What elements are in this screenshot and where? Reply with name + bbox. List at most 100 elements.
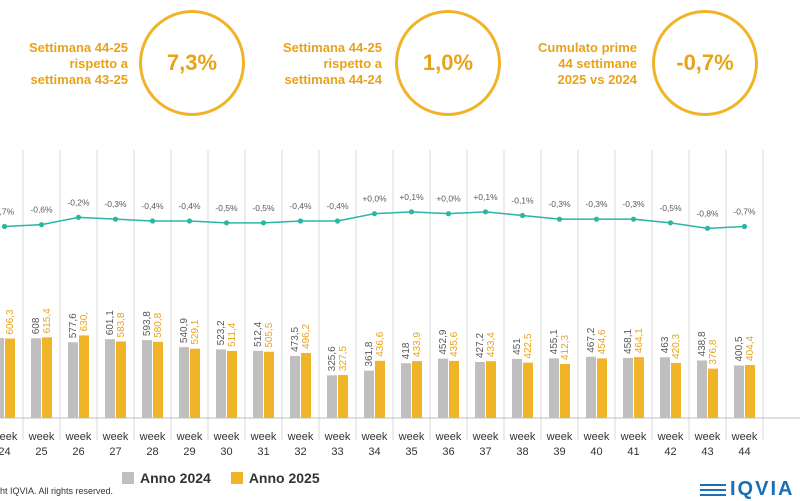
x-tick-label: 24 xyxy=(0,446,11,458)
bar-2025 xyxy=(560,363,570,418)
kpi-3-label-line-1: Cumulato prime xyxy=(538,40,637,55)
variation-point xyxy=(38,222,45,228)
kpi-2-label: Settimana 44-25 rispetto a settimana 44-… xyxy=(232,40,382,88)
x-tick-label: week xyxy=(620,431,647,443)
x-tick-label: 28 xyxy=(146,446,158,458)
bar-2025 xyxy=(523,362,533,418)
x-tick-label: 44 xyxy=(738,446,750,458)
x-tick-label: week xyxy=(731,431,758,443)
x-tick-label: 40 xyxy=(590,446,602,458)
variation-point xyxy=(223,220,230,226)
x-tick-label: week xyxy=(28,431,55,443)
kpi-1-label: Settimana 44-25 rispetto a settimana 43-… xyxy=(0,40,128,88)
variation-label: -0,3% xyxy=(585,199,608,209)
x-tick-label: 27 xyxy=(109,446,121,458)
legend-swatch-2025 xyxy=(230,472,243,484)
kpi-3-label-line-2: 44 settimane xyxy=(558,56,637,71)
bar-label-2024: 325,6 xyxy=(327,346,338,371)
bar-2025 xyxy=(301,352,311,418)
variation-label: -0,5% xyxy=(659,203,682,213)
x-tick-label: week xyxy=(176,431,203,443)
x-tick-label: week xyxy=(546,431,573,443)
bar-label-2025: 511,4 xyxy=(227,322,238,347)
variation-point xyxy=(593,216,600,222)
kpi-3-label-line-3: 2025 vs 2024 xyxy=(557,72,637,87)
variation-label: -0,4% xyxy=(326,201,349,211)
bar-label-2025: 505,5 xyxy=(264,322,275,347)
bar-label-2025: 420,3 xyxy=(671,333,682,358)
variation-label: -0,4% xyxy=(178,201,201,211)
variation-label: -0,8% xyxy=(696,208,719,218)
x-tick-label: 26 xyxy=(72,446,84,458)
legend-item-2025: Anno 2025 xyxy=(230,470,320,486)
bar-label-2024: 512,4 xyxy=(253,321,264,346)
bar-label-2025: 436,6 xyxy=(375,331,386,356)
x-tick-label: 25 xyxy=(35,446,47,458)
bar-label-2025: 580,8 xyxy=(153,312,164,337)
bar-label-2024: 463 xyxy=(660,336,671,353)
variation-label: +0,1% xyxy=(399,192,424,202)
iqvia-logo: IQVIA xyxy=(700,478,794,501)
variation-point xyxy=(112,216,119,222)
bar-label-2025: 376,8 xyxy=(708,339,719,364)
bar-2024 xyxy=(401,363,411,418)
x-tick-label: week xyxy=(65,431,92,443)
bar-2025 xyxy=(116,341,126,418)
bar-label-2025: 327,5 xyxy=(338,346,349,371)
variation-point xyxy=(75,214,82,220)
bar-2025 xyxy=(597,358,607,418)
bar-label-2025: 422,5 xyxy=(523,333,534,358)
x-tick-label: 38 xyxy=(516,446,528,458)
bar-2024 xyxy=(290,355,300,418)
bar-2024 xyxy=(586,356,596,418)
variation-point xyxy=(297,218,304,224)
bar-label-2025: 615,4 xyxy=(42,308,53,333)
x-tick-label: week xyxy=(213,431,240,443)
bar-2025 xyxy=(671,362,681,418)
kpi-2-label-line-3: settimana 44-24 xyxy=(284,72,382,87)
legend-label-2024: Anno 2024 xyxy=(140,470,211,486)
variation-label: -0,5% xyxy=(252,203,275,213)
variation-point xyxy=(704,225,711,231)
bar-2024 xyxy=(623,357,633,418)
variation-point xyxy=(1,223,8,230)
x-tick-label: week xyxy=(509,431,536,443)
x-tick-label: 37 xyxy=(479,446,491,458)
variation-label: -0,3% xyxy=(622,199,645,209)
x-tick-label: week xyxy=(324,431,351,443)
x-tick-label: 36 xyxy=(442,446,454,458)
bar-2025 xyxy=(338,375,348,418)
variation-point xyxy=(667,220,674,226)
bar-label-2024: 361,8 xyxy=(364,341,375,366)
bar-2025 xyxy=(227,350,237,418)
variation-label: -0,3% xyxy=(548,199,571,209)
variation-label: -0,3% xyxy=(104,199,127,209)
variation-point xyxy=(445,211,452,217)
bar-label-2024: 418 xyxy=(401,342,412,359)
bar-label-2024: 601,1 xyxy=(105,310,116,335)
x-tick-label: 43 xyxy=(701,446,713,458)
kpi-1-circle: 7,3% xyxy=(139,10,245,116)
kpi-3-circle: -0,7% xyxy=(652,10,758,116)
x-tick-label: week xyxy=(398,431,425,443)
kpi-3-value: -0,7% xyxy=(676,50,734,75)
variation-point xyxy=(149,218,156,224)
x-tick-label: week xyxy=(472,431,499,443)
kpi-1-label-line-1: Settimana 44-25 xyxy=(29,40,128,55)
iqvia-logo-mark-icon xyxy=(700,483,726,496)
bar-2025 xyxy=(634,357,644,418)
x-tick-label: 30 xyxy=(220,446,232,458)
bar-label-2024: 523,2 xyxy=(216,320,227,345)
copyright-text: ht IQVIA. All rights reserved. xyxy=(0,486,114,496)
kpi-2-circle: 1,0% xyxy=(395,10,501,116)
bar-2024 xyxy=(697,360,707,418)
bar-label-2025: 496,2 xyxy=(301,323,312,348)
bar-label-2025: 412,3 xyxy=(560,334,571,359)
bar-label-2025: 433,4 xyxy=(486,332,497,357)
variation-point xyxy=(519,212,526,219)
variation-point xyxy=(408,209,415,215)
bar-2024 xyxy=(216,349,226,418)
chart-legend: Anno 2024 Anno 2025 xyxy=(122,470,320,486)
bar-label-2024: 473,5 xyxy=(290,326,301,351)
variation-point xyxy=(371,211,378,217)
